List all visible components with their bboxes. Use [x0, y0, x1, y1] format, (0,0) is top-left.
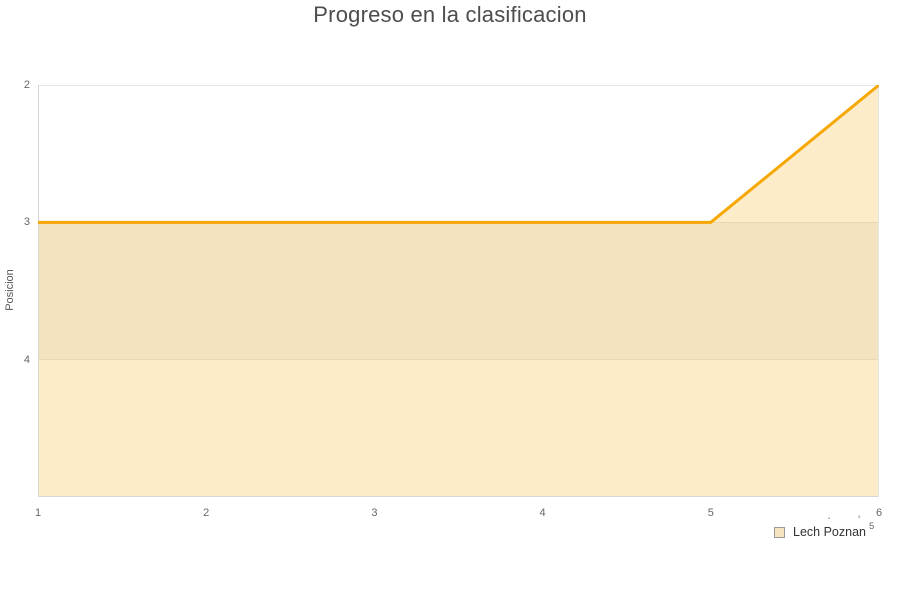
plot-area: [38, 85, 879, 497]
series-line-lech-poznan[interactable]: [38, 85, 879, 224]
alternate-grid-band: [38, 222, 879, 360]
y-tick-label-3: 3: [23, 216, 30, 229]
y-axis-title: Posicion: [4, 269, 16, 311]
x-tick-label-2: 2: [203, 507, 210, 519]
x-tick-label-4: 4: [539, 507, 546, 519]
x-tick-label-1: 1: [34, 507, 42, 519]
legend-label: Lech Poznan: [793, 525, 866, 539]
y-tick-label-4: 4: [23, 353, 30, 366]
x-tick-label-3: 3: [371, 507, 378, 519]
series-area-lech-poznan[interactable]: [38, 85, 879, 497]
legend-swatch: [774, 526, 785, 538]
stray-superscript-five: 5: [869, 521, 875, 532]
area-chart-svg: [38, 85, 879, 497]
chart-title: Progreso en la clasificacion: [313, 2, 587, 27]
x-tick-label-5: 5: [707, 507, 714, 519]
x-tick-label-6: 6: [875, 507, 883, 519]
legend-item-lech-poznan[interactable]: Lech Poznan: [774, 525, 866, 539]
stray-mark-dot: ·: [827, 510, 832, 525]
y-tick-label-2: 2: [23, 79, 30, 91]
stray-mark-tick: ': [858, 513, 861, 527]
